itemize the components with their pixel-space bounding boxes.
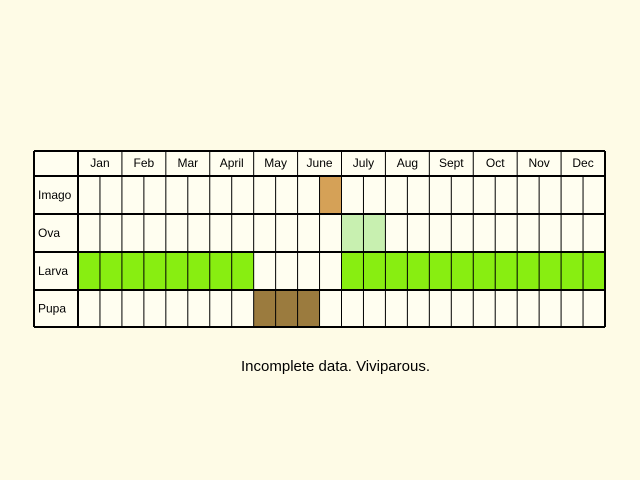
cell-larva-7 [231,252,254,290]
month-header-nov: Nov [528,156,549,170]
month-header-july: July [353,156,374,170]
stage-label-ova: Ova [38,226,60,240]
month-header-aug: Aug [397,156,418,170]
cell-ova-13 [363,214,386,252]
cell-larva-2 [121,252,144,290]
month-header-dec: Dec [572,156,593,170]
month-header-june: June [307,156,333,170]
cell-larva-23 [583,252,605,290]
cell-ova-12 [341,214,364,252]
cell-larva-15 [407,252,430,290]
stage-label-imago: Imago [38,188,72,202]
cell-larva-3 [143,252,166,290]
cell-larva-4 [165,252,188,290]
cell-larva-19 [495,252,518,290]
month-header-feb: Feb [134,156,155,170]
cell-larva-13 [363,252,386,290]
cell-larva-21 [539,252,562,290]
cell-larva-20 [517,252,540,290]
cell-larva-14 [385,252,408,290]
stage-label-larva: Larva [38,264,68,278]
month-header-oct: Oct [486,156,505,170]
cell-pupa-8 [253,290,276,327]
cell-larva-12 [341,252,364,290]
cell-larva-16 [429,252,452,290]
cell-larva-18 [473,252,496,290]
month-header-sept: Sept [439,156,464,170]
month-header-apr: April [220,156,244,170]
cell-imago-11 [319,176,342,214]
stage-label-pupa: Pupa [38,302,66,316]
month-header-mar: Mar [177,156,198,170]
cell-larva-5 [187,252,210,290]
cell-larva-1 [99,252,122,290]
cell-pupa-10 [297,290,320,327]
cell-pupa-9 [275,290,298,327]
cell-larva-22 [561,252,584,290]
cell-larva-0 [78,252,100,290]
month-header-may: May [264,156,287,170]
month-header-jan: Jan [90,156,109,170]
cell-larva-6 [209,252,232,290]
caption-note: Incomplete data. Viviparous. [241,358,431,375]
cell-larva-17 [451,252,474,290]
